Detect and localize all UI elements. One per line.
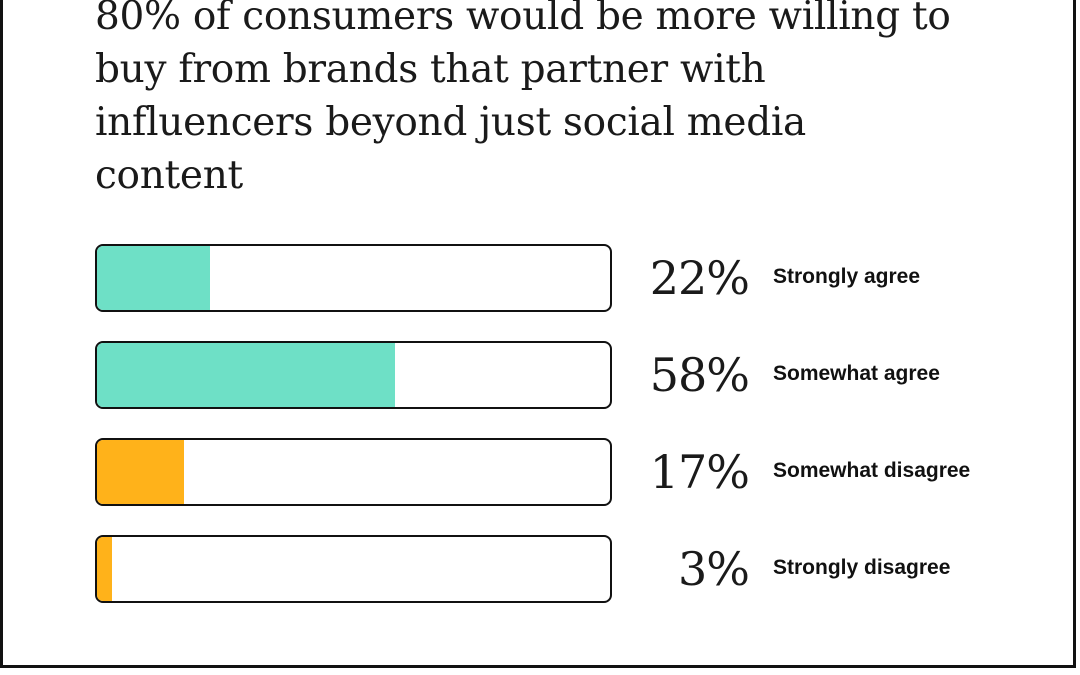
data-label: 22%: [649, 251, 750, 305]
bar-row: 17% Somewhat disagree: [95, 438, 1055, 506]
bar-row: 22% Strongly agree: [95, 244, 1055, 312]
data-label: 17%: [649, 445, 750, 499]
bar: [97, 537, 112, 601]
data-label: 58%: [649, 348, 750, 402]
bar-row: 58% Somewhat agree: [95, 341, 1055, 409]
chart-title: 80% of consumers would be more willing t…: [95, 0, 951, 198]
data-label: 3%: [678, 542, 750, 596]
bar-track: [95, 244, 612, 312]
bar: [97, 440, 184, 504]
category-label: Somewhat agree: [773, 362, 940, 385]
category-label: Somewhat disagree: [773, 459, 971, 482]
bar-row: 3% Strongly disagree: [95, 535, 1055, 603]
bar: [97, 343, 395, 407]
category-label: Strongly disagree: [773, 556, 951, 579]
category-label: Strongly agree: [773, 265, 921, 288]
bar: [97, 246, 210, 310]
bar-track: [95, 535, 612, 603]
bar-track: [95, 438, 612, 506]
bar-track: [95, 341, 612, 409]
